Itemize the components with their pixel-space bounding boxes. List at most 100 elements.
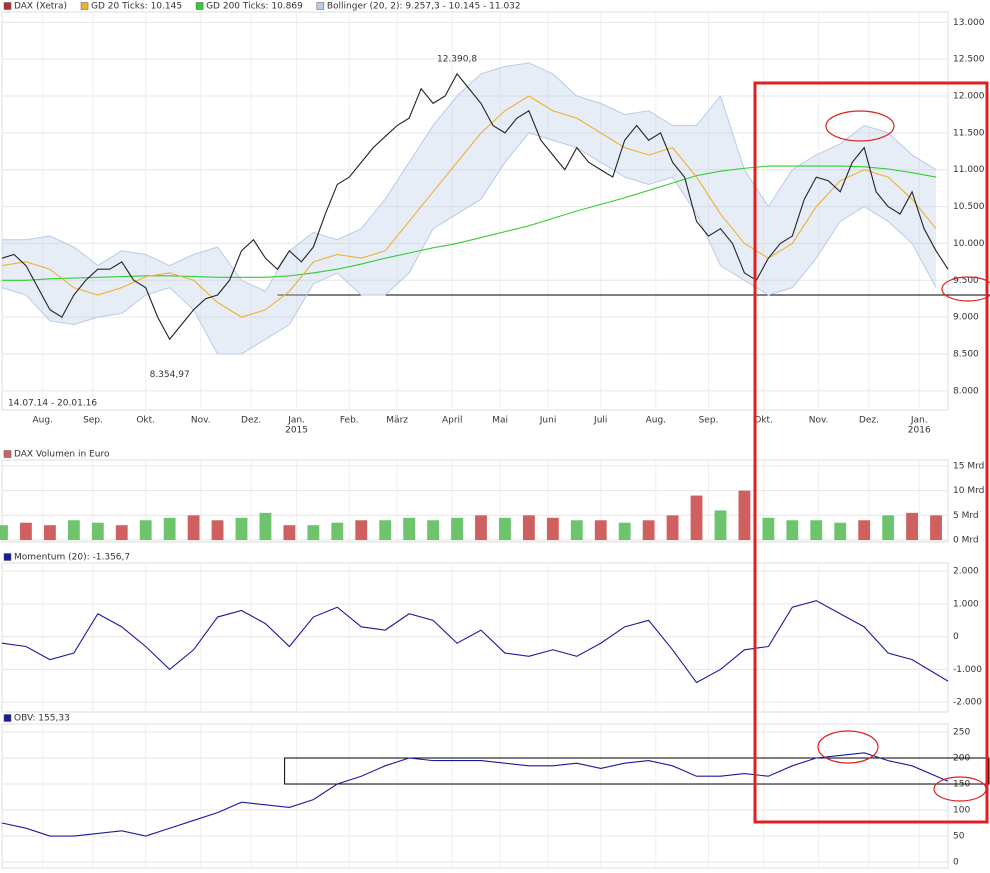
y-tick-label: 13.000 <box>953 18 985 28</box>
legend-label: GD 20 Ticks: 10.145 <box>91 2 182 12</box>
volume-bar <box>858 520 871 541</box>
y-tick-label: 10 Mrd <box>953 486 984 496</box>
x-tick-label: Nov. <box>809 416 829 426</box>
legend-swatch <box>195 2 204 10</box>
y-tick-label: 5 Mrd <box>953 511 979 521</box>
y-tick-label: 11.500 <box>953 128 985 138</box>
volume-bar <box>690 495 703 541</box>
volume-bar <box>235 517 248 541</box>
series-line <box>1 72 949 341</box>
highlight-ellipse <box>933 776 987 802</box>
legend-swatch <box>80 2 89 10</box>
legend-swatch <box>3 450 12 458</box>
volume-bar <box>451 517 463 541</box>
legend-swatch <box>316 2 325 10</box>
series-line <box>2 165 937 281</box>
volume-bar <box>546 517 559 541</box>
x-tick-label: Nov. <box>191 416 211 426</box>
volume-bar <box>163 517 176 541</box>
x-tick-label: April <box>442 416 463 426</box>
x-tick-label: Jan. <box>287 416 305 426</box>
highlight-ellipse <box>825 110 895 142</box>
volume-bar <box>666 515 679 541</box>
date-range: 14.07.14 - 20.01.16 <box>8 399 97 409</box>
plot-frame <box>1 11 949 411</box>
volume-bar <box>91 522 104 541</box>
y-tick-label: 0 <box>953 632 959 642</box>
legend-label: GD 200 Ticks: 10.869 <box>206 2 303 12</box>
y-tick-label: 50 <box>953 832 965 842</box>
volume-bar <box>810 520 823 541</box>
y-tick-label: 12.500 <box>953 55 985 65</box>
bollinger-upper <box>2 62 937 292</box>
volume-bar <box>355 520 368 541</box>
x-tick-label: Juli <box>593 416 607 426</box>
y-tick-label: 10.000 <box>953 239 985 249</box>
legend-label: Bollinger (20, 2): 9.257,3 - 10.145 - 11… <box>327 2 521 12</box>
legend-label: Momentum (20): -1.356,7 <box>14 553 130 563</box>
volume-bar <box>522 515 535 541</box>
series-line <box>1 600 949 684</box>
volume-bar <box>618 522 631 541</box>
series-line <box>1 95 937 318</box>
x-tick-label: Mai <box>492 416 508 426</box>
y-tick-label: 0 <box>953 858 959 868</box>
y-tick-label: -1.000 <box>953 665 982 675</box>
legend-swatch <box>3 553 12 561</box>
x-tick-label: März <box>386 416 408 426</box>
volume-bar <box>187 515 200 541</box>
legend-label: OBV: 155,33 <box>14 714 70 724</box>
y-tick-label: 11.000 <box>953 165 985 175</box>
volume-bar <box>906 512 918 541</box>
volume-bar <box>259 512 272 541</box>
legend-swatch <box>3 714 12 722</box>
volume-bar <box>67 520 80 541</box>
volume-bar <box>43 525 56 541</box>
volume-bar <box>594 520 607 541</box>
x-tick-label: Sep. <box>699 416 719 426</box>
volume-bar <box>930 515 942 541</box>
x-tick-label: Jan. <box>910 416 928 426</box>
volume-bar <box>475 515 487 541</box>
volume-bar <box>379 520 392 541</box>
x-tick-label: Dez. <box>241 416 261 426</box>
x-tick-label: Feb. <box>340 416 359 426</box>
annotation: 12.390,8 <box>437 55 477 65</box>
y-tick-label: 9.000 <box>953 313 979 323</box>
x-tick-label: Aug. <box>32 416 52 426</box>
volume-bar <box>738 490 751 541</box>
plot-frame <box>1 723 949 869</box>
volume-bar <box>115 525 128 541</box>
x-tick-label: Sep. <box>83 416 103 426</box>
y-tick-label: 0 Mrd <box>953 536 979 546</box>
volume-bar <box>642 520 655 541</box>
x-tick-label: Dez. <box>859 416 879 426</box>
legend-swatch <box>3 2 12 10</box>
volume-bar <box>0 525 8 541</box>
y-tick-label: -2.000 <box>953 698 982 708</box>
range-box <box>284 757 990 785</box>
y-tick-label: 15 Mrd <box>953 461 984 471</box>
y-tick-label: 10.500 <box>953 202 985 212</box>
volume-bar <box>211 520 224 541</box>
y-tick-label: 9.500 <box>953 276 979 286</box>
volume-bar <box>20 522 32 541</box>
volume-bar <box>714 510 727 541</box>
volume-bar <box>307 525 320 541</box>
x-year-label: 2016 <box>908 426 931 436</box>
bollinger-band <box>2 62 937 354</box>
highlight-box <box>753 81 989 824</box>
y-tick-label: 1.000 <box>953 599 979 609</box>
highlight-ellipse <box>817 730 879 764</box>
y-tick-label: 250 <box>953 728 970 738</box>
x-year-label: 2015 <box>285 426 308 436</box>
y-tick-label: 8.500 <box>953 349 979 359</box>
volume-bar <box>570 520 583 541</box>
series-line <box>1 752 949 837</box>
y-tick-label: 100 <box>953 806 970 816</box>
plot-frame <box>1 562 949 713</box>
volume-bar <box>786 520 799 541</box>
volume-bar <box>499 517 511 541</box>
